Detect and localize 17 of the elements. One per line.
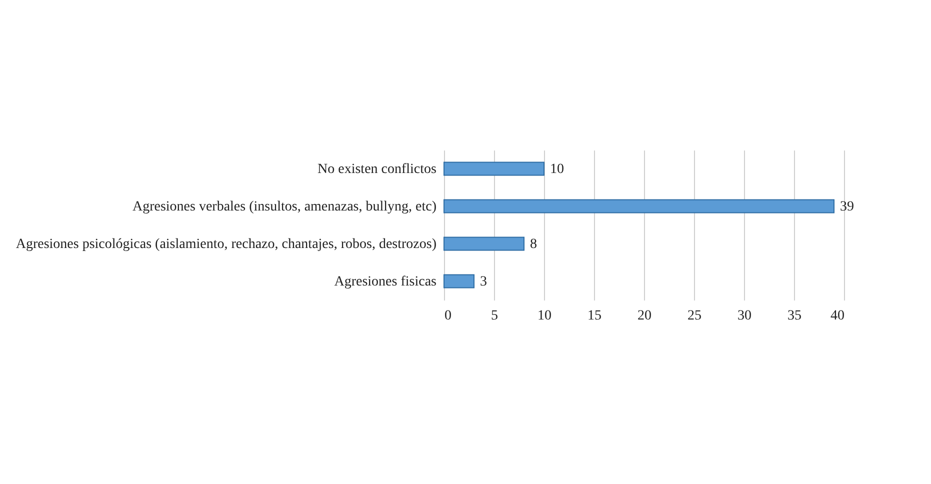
x-tick-label: 25 [688,308,702,324]
data-label: 3 [480,274,487,290]
x-tick-label: 0 [444,308,452,324]
x-tick-label: 30 [738,308,752,324]
x-tick-label: 35 [788,308,802,324]
y-tick-label: Agresiones psicológicas (aislamiento, rechazo, chantajes, robos, destrozos) [16,236,437,252]
data-label: 10 [550,162,564,177]
x-tick-label: 40 [830,308,844,324]
x-tick-label: 15 [588,308,602,324]
data-label: 8 [530,236,537,252]
x-tick-label: 10 [538,308,552,324]
x-tick-label: 20 [638,308,652,324]
y-tick-label: Agresiones fisicas [334,274,436,290]
y-tick-label: Agresiones verbales (insultos, amenazas, bullyng, etc) [132,199,437,214]
y-tick-label: No existen conflictos [318,162,436,177]
data-label: 39 [840,199,854,214]
x-tick-label: 5 [491,308,498,324]
